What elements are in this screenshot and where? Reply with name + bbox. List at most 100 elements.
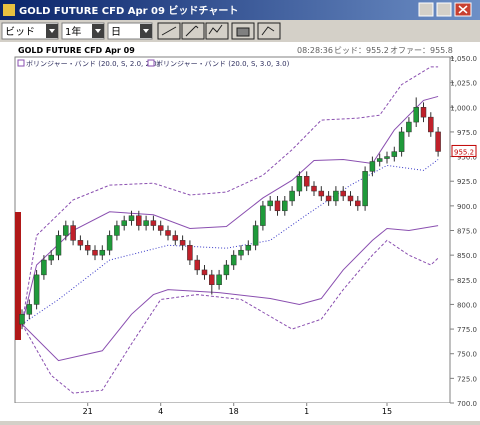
candle-body	[369, 161, 376, 172]
x-axis-area	[0, 403, 480, 421]
candle-body	[355, 200, 361, 207]
candle-body	[413, 107, 419, 123]
candle-body	[274, 200, 281, 212]
candle-body	[70, 225, 76, 241]
candle-body	[384, 156, 390, 159]
y-tick-label: 925.0	[457, 178, 477, 186]
x-tick-label: 1	[304, 407, 309, 416]
instrument-label: GOLD FUTURE CFD Apr 09	[18, 46, 135, 55]
candle-body	[267, 200, 273, 207]
candle-body	[19, 314, 25, 325]
last-price-label: 955.2	[454, 148, 474, 156]
candle-body	[289, 190, 295, 202]
candle-body	[238, 249, 244, 256]
candle-body	[84, 245, 91, 251]
legend-swatch	[147, 59, 155, 67]
side-marker	[15, 212, 21, 340]
y-tick-label: 1,000.0	[450, 104, 477, 112]
window-title: GOLD FUTURE CFD Apr 09 ビッドチャート	[19, 4, 238, 17]
candle-body	[114, 225, 120, 236]
candle-body	[157, 225, 164, 231]
legend-swatch	[17, 59, 25, 67]
x-tick-label: 4	[158, 407, 163, 416]
candle-body	[303, 176, 310, 187]
candle-body	[420, 107, 427, 118]
candle-body	[99, 249, 106, 256]
candle-body	[362, 171, 368, 207]
candle-body	[252, 225, 259, 246]
y-tick-label: 975.0	[457, 129, 477, 137]
candle-body	[33, 274, 40, 305]
quote-time: 08:28:36	[297, 46, 333, 55]
dropdown-text: 日	[111, 27, 121, 38]
dropdown-period[interactable]: 1年	[61, 22, 105, 40]
candle-body	[179, 240, 186, 246]
candle-body	[216, 274, 222, 285]
tool-icons[interactable]	[157, 22, 281, 40]
y-tick-label: 750.0	[457, 351, 477, 359]
dropdown-text: 1年	[65, 25, 81, 38]
x-tick-label: 18	[229, 407, 239, 416]
y-tick-label: 1,050.0	[450, 55, 477, 63]
candle-body	[223, 264, 230, 276]
y-tick-label: 1,025.0	[450, 80, 477, 88]
y-tick-label: 875.0	[457, 228, 477, 236]
candle-body	[150, 220, 157, 226]
legend-label: ボリンジャー・バンド (20.0, S, 3.0, 3.0)	[156, 60, 290, 68]
candle-body	[194, 259, 200, 271]
candle-body	[391, 151, 398, 157]
candle-body	[428, 116, 434, 133]
candle-body	[48, 254, 54, 261]
candle-body	[121, 220, 127, 226]
y-tick-label: 950.0	[457, 154, 477, 162]
candle-body	[128, 215, 135, 221]
candle-body	[230, 254, 237, 266]
window-buttons[interactable]	[418, 2, 472, 17]
y-tick-label: 825.0	[457, 277, 477, 285]
bollinger-lower	[21, 239, 439, 394]
candle-body	[77, 240, 84, 246]
dropdown-price[interactable]: ビッド	[1, 22, 59, 40]
candle-body	[201, 269, 208, 276]
candle-body	[318, 190, 325, 197]
candle-body	[340, 190, 346, 197]
candle-body	[333, 190, 339, 202]
y-tick-label: 700.0	[457, 400, 477, 408]
candle-body	[245, 245, 252, 251]
candle-body	[165, 230, 171, 236]
candle-body	[376, 158, 383, 162]
candle-body	[63, 225, 69, 236]
dropdown-interval[interactable]: 日	[107, 22, 153, 40]
dropdown-text: ビッド	[5, 26, 35, 38]
candle-body	[143, 220, 149, 226]
y-tick-label: 800.0	[457, 301, 477, 309]
quote-bid: ビッド：955.2	[334, 46, 389, 55]
y-tick-label: 900.0	[457, 203, 477, 211]
title-bar	[0, 0, 480, 20]
y-tick-label: 775.0	[457, 326, 477, 334]
candle-body	[406, 121, 412, 133]
moving-average	[21, 159, 439, 325]
candle-body	[26, 304, 33, 315]
candle-body	[92, 249, 98, 256]
y-tick-label: 850.0	[457, 252, 477, 260]
candle-body	[296, 176, 303, 192]
candle-body	[311, 185, 317, 192]
quote-offer: オファー：955.8	[390, 46, 453, 55]
candle-body	[136, 215, 142, 226]
candle-body	[347, 195, 354, 202]
candle-body	[282, 200, 288, 212]
x-tick-label: 21	[83, 407, 93, 416]
bollinger-upper	[21, 95, 439, 325]
candle-body	[41, 259, 47, 276]
candle-body	[209, 274, 215, 285]
bollinger-lower	[21, 225, 439, 362]
app-icon	[3, 4, 15, 16]
candle-body	[260, 205, 266, 226]
candle-body	[435, 131, 441, 152]
last-price-box	[451, 144, 477, 157]
candle-body	[172, 235, 179, 241]
candle-body	[106, 235, 113, 251]
